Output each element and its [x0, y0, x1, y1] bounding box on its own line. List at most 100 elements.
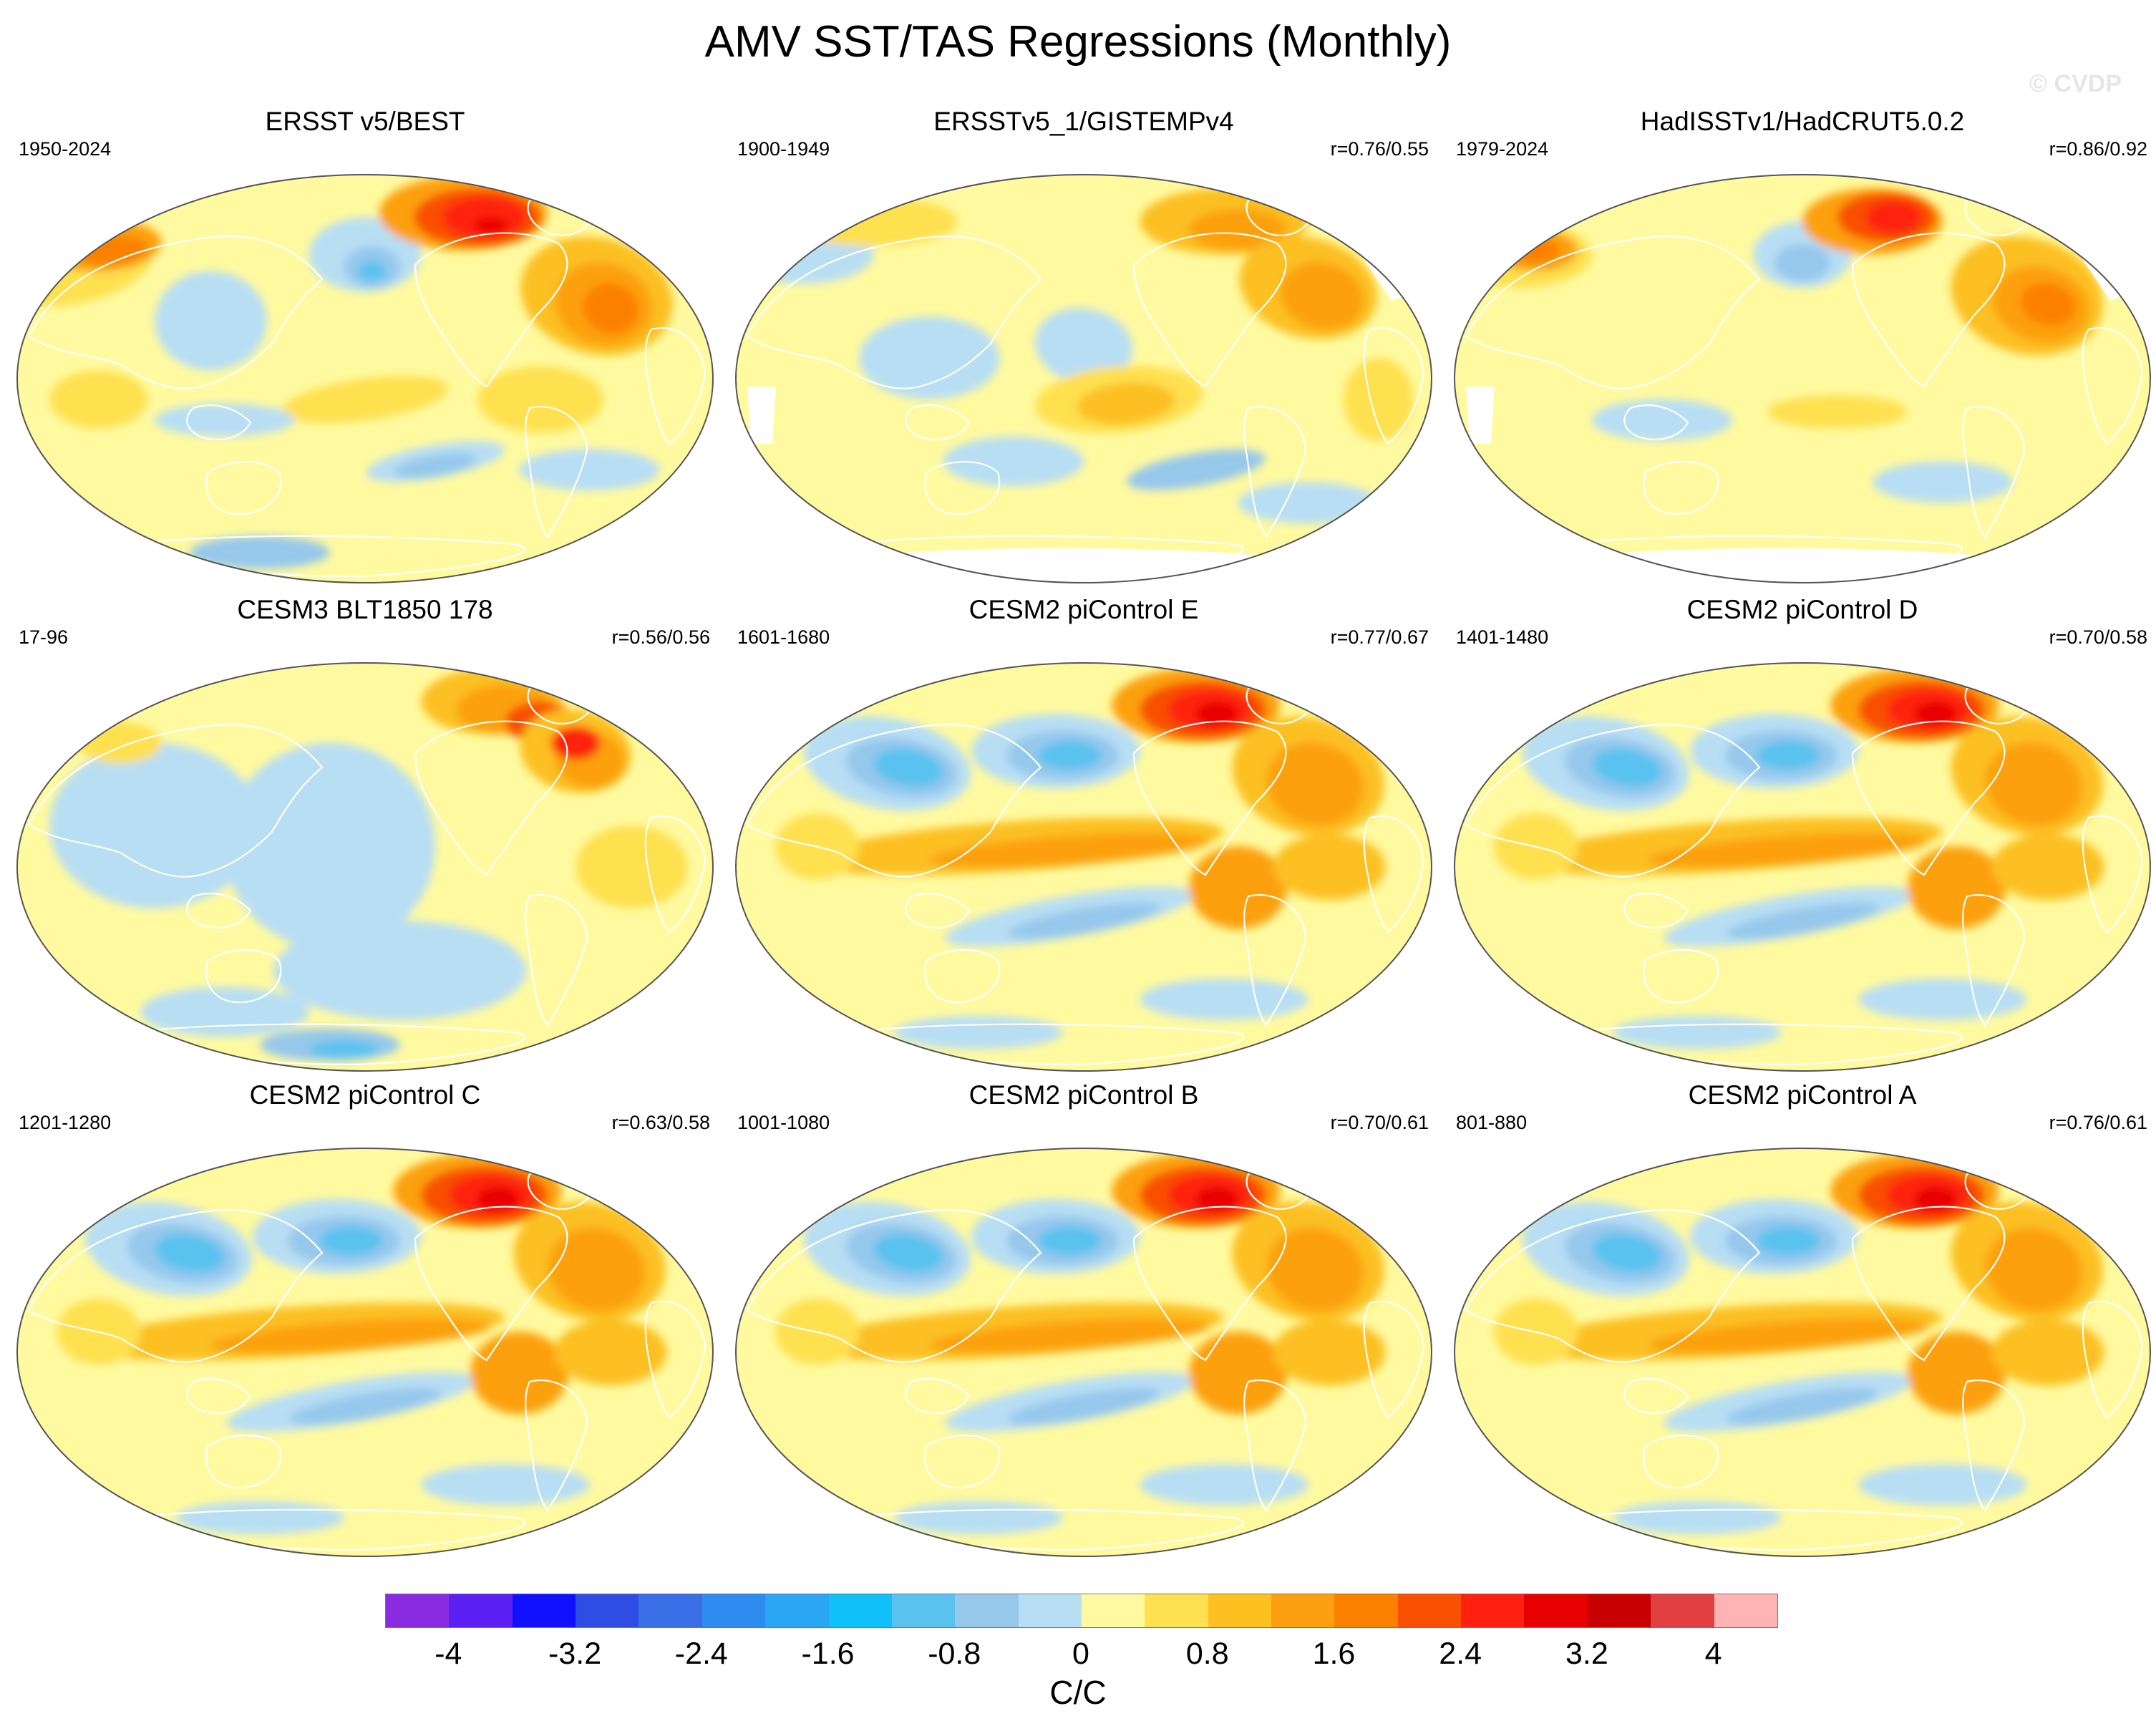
coastline [1132, 720, 1287, 876]
anomaly-patch [1034, 308, 1133, 384]
anomaly-patch [1189, 1332, 1288, 1415]
anomaly-patch [477, 366, 604, 433]
colorbar-box [386, 1594, 450, 1627]
colorbar-box [512, 1594, 576, 1627]
anomaly-patch [1273, 1319, 1386, 1386]
map-panel: CESM2 piControl E 1601-1680 r=0.77/0.67 [724, 588, 1443, 1080]
colorbar-box [1524, 1594, 1588, 1627]
coastline [525, 1380, 588, 1512]
anomaly-patch [1266, 1227, 1364, 1312]
regression-map [733, 660, 1434, 1074]
coastline [924, 461, 1001, 515]
map-panel: CESM2 piControl D 1401-1480 r=0.70/0.58 [1443, 588, 2156, 1080]
coastline [1962, 406, 2026, 538]
coastline [1465, 724, 1761, 878]
colorbar-box [701, 1594, 766, 1627]
anomaly-patch [394, 452, 477, 478]
coastline [205, 1435, 282, 1489]
colorbar-tick-label: 3.2 [1565, 1637, 1608, 1671]
anomaly-patch [2020, 283, 2076, 326]
anomaly-patch [1767, 395, 1908, 429]
panel-years: 1401-1480 [1456, 626, 1549, 648]
coastline [186, 893, 252, 929]
coastline [414, 232, 568, 388]
colorbar-box [1145, 1594, 1208, 1627]
colorbar-box [828, 1594, 892, 1627]
regression-field [1455, 663, 2150, 1071]
coastline [1363, 327, 1425, 445]
coastline [644, 1301, 706, 1419]
colorbar-box [1018, 1594, 1082, 1627]
anomaly-patch [1343, 358, 1414, 441]
anomaly-patch [789, 196, 958, 247]
panel-correlation: r=0.76/0.61 [2049, 1112, 2147, 1133]
anomaly-patch [1189, 846, 1288, 929]
panel-years: 1979-2024 [1456, 138, 1549, 160]
panel-correlation: r=0.86/0.92 [2049, 138, 2147, 160]
panel-title: CESM2 piControl A [1688, 1080, 1917, 1110]
regression-field [17, 663, 713, 1071]
coastline [1363, 1301, 1425, 1419]
anomaly-patch [1757, 1226, 1820, 1256]
anomaly-patch [519, 449, 660, 491]
anomaly-patch [1613, 1501, 1782, 1535]
colorbar-box [449, 1594, 513, 1627]
coastlines [27, 194, 706, 578]
regression-field [1455, 1148, 2150, 1556]
colorbar-box [638, 1594, 702, 1627]
colorbar-box [891, 1594, 956, 1627]
anomaly-patch [49, 370, 148, 429]
map-outline [1454, 1148, 2151, 1557]
panel-title: CESM2 piControl D [1686, 595, 1918, 624]
anomaly-patch [929, 833, 1210, 868]
anomaly-patch [1914, 701, 1957, 727]
anomaly-patch [470, 1332, 569, 1415]
coastline [905, 1378, 971, 1414]
coastline [905, 893, 971, 929]
anomaly-patch [1511, 238, 1560, 263]
anomaly-patch [190, 535, 330, 569]
coastline [1243, 1380, 1307, 1512]
map-outline [1454, 662, 2151, 1072]
anomaly-patch [49, 742, 260, 908]
regression-field [736, 1148, 1432, 1556]
anomaly-patch [155, 1233, 225, 1273]
coastline [414, 720, 568, 876]
panel-years: 801-880 [1456, 1112, 1528, 1133]
colorbar-box [1334, 1594, 1398, 1627]
coastline [905, 404, 971, 440]
figure-title: AMV SST/TAS Regressions (Monthly) [704, 17, 1452, 67]
coastline [1851, 1206, 2006, 1362]
anomaly-patch [929, 1318, 1210, 1354]
map-outline [16, 1148, 714, 1557]
panel-years: 1201-1280 [19, 1112, 112, 1133]
panel-title: CESM2 piControl C [249, 1080, 481, 1110]
anomaly-patch [1592, 748, 1662, 787]
regression-map [1452, 660, 2153, 1074]
anomaly-patch [1648, 833, 1928, 868]
coastline [644, 815, 706, 934]
panel-years: 1001-1080 [737, 1112, 830, 1133]
anomaly-patch [319, 1226, 383, 1256]
anomaly-patch [1774, 244, 1831, 282]
anomaly-patch [550, 726, 601, 760]
anomaly-patch [1007, 1387, 1160, 1425]
anomaly-patch [1985, 1227, 2083, 1312]
coastline [1962, 1380, 2026, 1512]
anomaly-patch [548, 1227, 646, 1312]
coastline [1623, 404, 1689, 440]
coastline [414, 1206, 568, 1362]
colorbar-tick-label: -3.2 [548, 1637, 602, 1671]
panel-title: ERSST v5/BEST [265, 107, 465, 136]
anomaly-patch [1077, 382, 1175, 425]
regression-map [14, 660, 716, 1074]
coastline [1643, 949, 1719, 1004]
panel-title: CESM2 piControl E [968, 595, 1199, 624]
map-outline [1454, 174, 2151, 583]
colorbar-box [1651, 1594, 1714, 1627]
panel-years: 17-96 [19, 626, 69, 648]
coastline [2082, 815, 2144, 934]
panel-years: 1950-2024 [19, 138, 112, 160]
coastline [1132, 1206, 1287, 1362]
coastline [1851, 232, 2006, 388]
